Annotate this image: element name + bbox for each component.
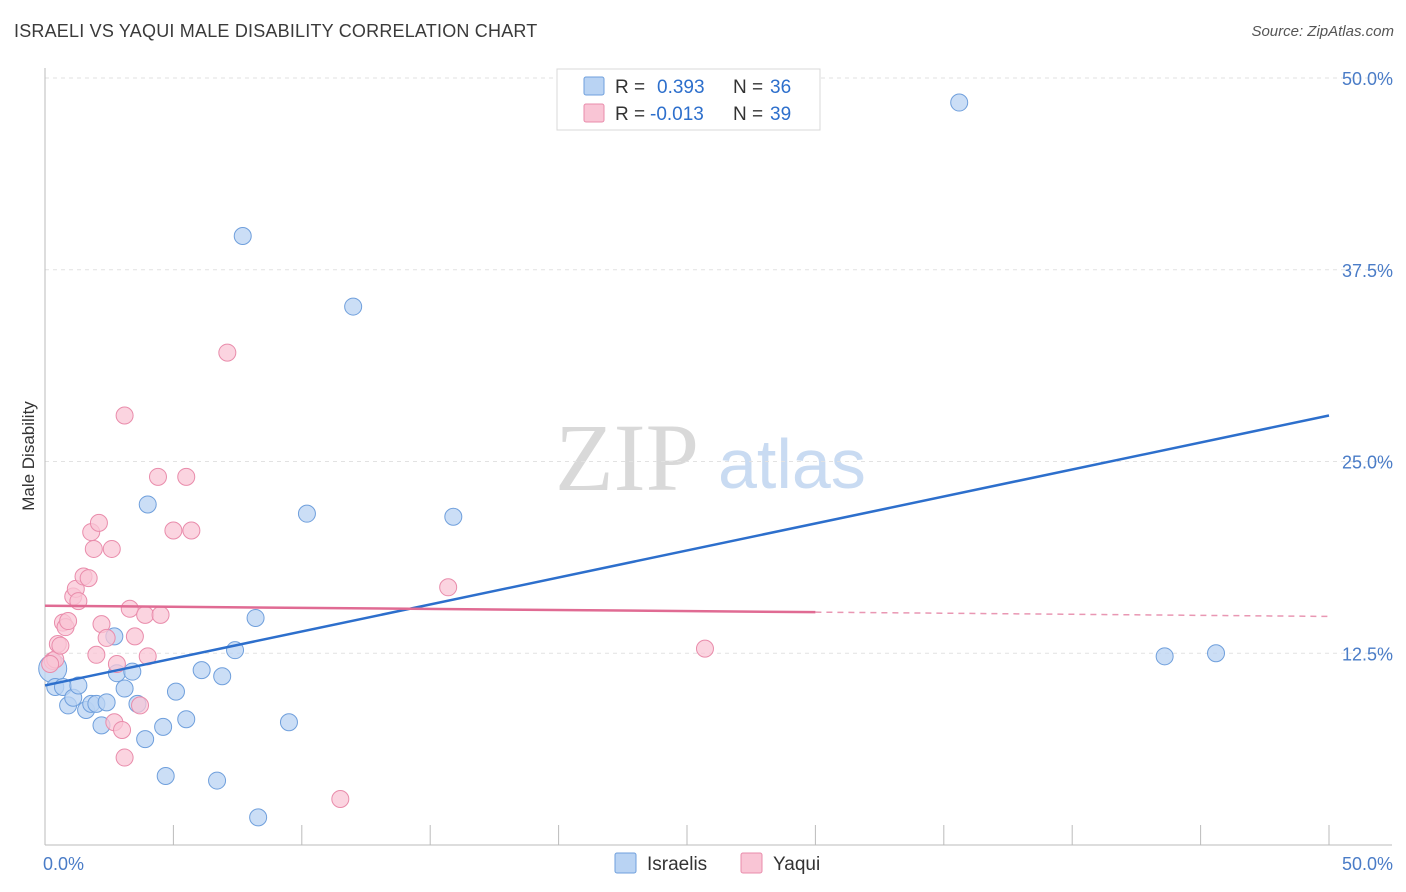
israelis-point [138, 495, 157, 514]
yaqui-point [131, 696, 150, 715]
yaqui-point [102, 539, 121, 558]
yaqui-point [182, 521, 201, 540]
yaqui-point [439, 578, 458, 597]
yaqui-point [177, 467, 196, 486]
israelis-point [344, 297, 363, 316]
yaqui-point [120, 599, 139, 618]
yaqui-point [115, 406, 134, 425]
correlation-legend: R = 0.393 N = 36 R = -0.013 N = 39 [556, 68, 821, 131]
legend-r-value: 0.393 [657, 77, 705, 98]
source-label: Source: ZipAtlas.com [1251, 23, 1394, 40]
series-label-yaqui: Yaqui [773, 854, 820, 875]
israelis-point [233, 227, 252, 246]
x-tick-label: 0.0% [43, 854, 84, 874]
series-label-israelis: Israelis [647, 854, 707, 875]
y-tick-label: 37.5% [1342, 261, 1393, 281]
yaqui-point [97, 628, 116, 647]
yaqui-point [331, 789, 350, 808]
legend-r-label: R = [615, 77, 645, 98]
israelis-trend-line [44, 414, 1330, 687]
israelis-point [136, 730, 155, 749]
israelis-point [444, 507, 463, 526]
y-tick-labels: 12.5% 25.0% 37.5% 50.0% [1342, 69, 1393, 664]
yaqui-point [115, 748, 134, 767]
yaqui-point [59, 612, 78, 631]
yaqui-point [41, 654, 60, 673]
legend-n-label: N = [733, 77, 763, 98]
gridlines [45, 77, 1392, 654]
y-tick-label: 50.0% [1342, 69, 1393, 89]
israelis-point [154, 717, 173, 736]
watermark-atlas: atlas [718, 425, 866, 503]
israelis-point [950, 93, 969, 112]
legend-n-value: 36 [770, 77, 791, 98]
yaqui-trend-line [44, 604, 816, 614]
axes [44, 68, 1392, 846]
yaqui-point [136, 605, 155, 624]
chart-title: ISRAELI VS YAQUI MALE DISABILITY CORRELA… [14, 21, 538, 41]
yaqui-point [218, 343, 237, 362]
israelis-point [208, 771, 227, 790]
trend-lines [44, 414, 1330, 687]
legend-r-label: R = [615, 104, 645, 125]
y-axis-label: Male Disability [19, 401, 38, 511]
series-swatch-israelis [614, 852, 637, 874]
yaqui-point [84, 539, 103, 558]
yaqui-point [87, 645, 106, 664]
israelis-point [1155, 647, 1174, 666]
israelis-point [97, 693, 116, 712]
legend-n-label: N = [733, 104, 763, 125]
yaqui-point [79, 569, 98, 588]
legend-r-value: -0.013 [650, 104, 704, 125]
yaqui-point [148, 467, 167, 486]
israelis-point [166, 682, 185, 701]
yaqui-point [113, 720, 132, 739]
israelis-point [279, 713, 298, 732]
israelis-point [192, 661, 211, 680]
series-legend: Israelis Yaqui [614, 852, 820, 875]
yaqui-point [164, 521, 183, 540]
israelis-point [156, 766, 175, 785]
watermark: ZIP atlas [555, 404, 866, 511]
yaqui-trend-line-extension [815, 611, 1330, 618]
yaqui-points [41, 343, 714, 808]
yaqui-point [125, 627, 144, 646]
y-tick-label: 25.0% [1342, 453, 1393, 473]
x-tick-label: 50.0% [1342, 854, 1393, 874]
israelis-point [115, 679, 134, 698]
legend-swatch-yaqui [583, 103, 605, 123]
watermark-zip: ZIP [555, 404, 699, 511]
israelis-point [177, 710, 196, 729]
israelis-point [297, 504, 316, 523]
yaqui-point [151, 605, 170, 624]
legend-swatch-israelis [583, 76, 605, 96]
yaqui-point [89, 513, 108, 532]
yaqui-point [695, 639, 714, 658]
series-swatch-yaqui [740, 852, 763, 874]
x-tick-labels: 0.0% 50.0% [43, 854, 1393, 874]
israelis-point [249, 808, 268, 827]
israelis-point [69, 676, 88, 695]
israelis-point [246, 608, 265, 627]
israelis-point [1207, 644, 1226, 663]
yaqui-point [51, 636, 70, 655]
legend-n-value: 39 [770, 104, 791, 125]
israelis-point [213, 667, 232, 686]
y-tick-label: 12.5% [1342, 644, 1393, 664]
